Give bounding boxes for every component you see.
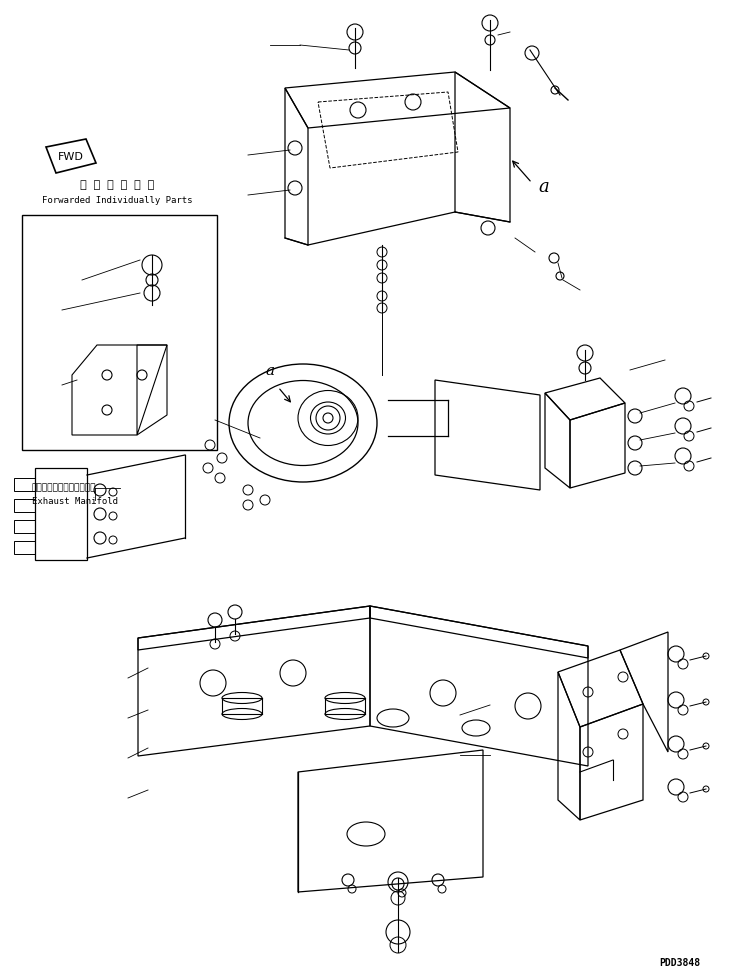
Bar (14, 541, 35, 554)
Text: Exhaust Manifold: Exhaust Manifold (32, 498, 118, 507)
Text: FWD: FWD (58, 152, 84, 162)
Text: エキゾーストマニホールド: エキゾーストマニホールド (32, 483, 96, 493)
Text: 単 品 発 送 部 品: 単 品 発 送 部 品 (80, 180, 154, 190)
Bar (14, 499, 35, 512)
Text: PDD3848: PDD3848 (659, 958, 700, 968)
Bar (14, 520, 35, 533)
Text: a: a (265, 364, 274, 378)
Text: Forwarded Individually Parts: Forwarded Individually Parts (41, 197, 192, 206)
Ellipse shape (222, 693, 262, 704)
Bar (35, 468, 87, 560)
Text: a: a (538, 178, 549, 196)
Bar (22, 215, 217, 450)
Bar (14, 478, 35, 491)
Ellipse shape (325, 693, 365, 704)
